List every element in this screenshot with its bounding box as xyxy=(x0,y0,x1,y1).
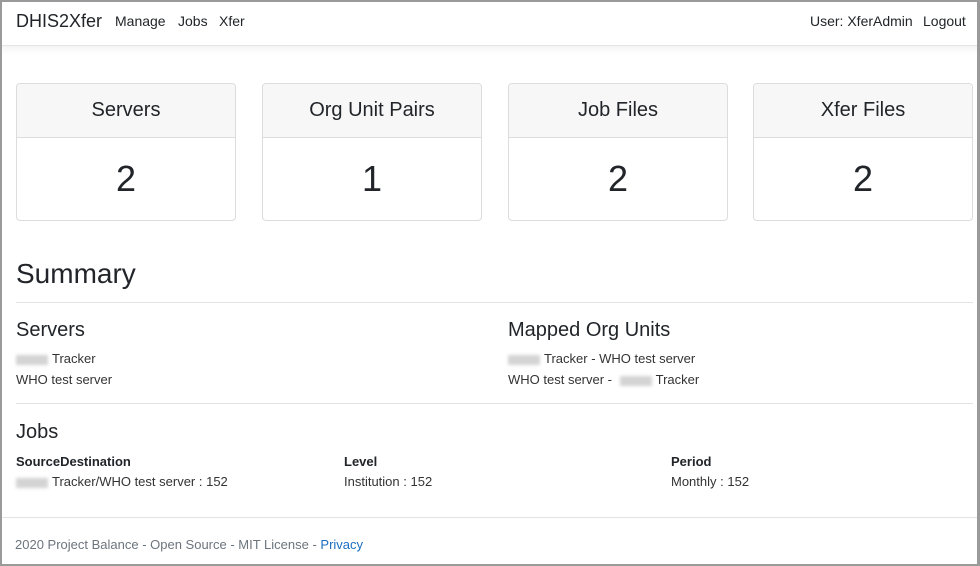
redacted-text xyxy=(508,354,540,365)
nav-jobs[interactable]: Jobs xyxy=(178,13,208,29)
jobs-col-header: SourceDestination xyxy=(16,454,131,469)
jobs-col-value: Monthly : 152 xyxy=(671,474,750,489)
card-xfer-files: Xfer Files 2 xyxy=(753,83,973,221)
navbar: DHIS2Xfer Manage Jobs Xfer User: XferAdm… xyxy=(0,0,980,46)
divider xyxy=(16,302,973,303)
card-title: Servers xyxy=(17,84,235,138)
redacted-text xyxy=(619,375,652,386)
server-item: WHO test server xyxy=(16,372,113,387)
jobs-heading: Jobs xyxy=(16,421,59,443)
servers-heading: Servers xyxy=(16,319,85,341)
user-label[interactable]: User: XferAdmin xyxy=(810,13,913,29)
card-value: 2 xyxy=(852,158,874,199)
logout-link[interactable]: Logout xyxy=(923,13,966,29)
nav-xfer[interactable]: Xfer xyxy=(219,13,245,29)
nav-manage[interactable]: Manage xyxy=(115,13,166,29)
card-title: Job Files xyxy=(509,84,727,138)
mapped-item: WHO test server - Tracker xyxy=(508,372,699,388)
jobs-col-header: Period xyxy=(671,454,712,469)
mapped-text: WHO test server - xyxy=(508,372,616,387)
card-title: Org Unit Pairs xyxy=(263,84,481,138)
footer: 2020 Project Balance - Open Source - MIT… xyxy=(15,537,363,552)
footer-divider xyxy=(2,517,977,518)
jobs-col-value: Tracker/WHO test server : 152 xyxy=(16,474,228,490)
job-text: Tracker/WHO test server : 152 xyxy=(52,474,228,489)
summary-title: Summary xyxy=(16,258,136,289)
mapped-heading: Mapped Org Units xyxy=(508,319,671,341)
card-title: Xfer Files xyxy=(754,84,972,138)
server-item: Tracker xyxy=(16,351,96,367)
mapped-text: Tracker xyxy=(655,372,700,387)
jobs-col-header: Level xyxy=(344,454,378,469)
card-value: 1 xyxy=(361,158,383,199)
jobs-col-value: Institution : 152 xyxy=(344,474,433,489)
redacted-text xyxy=(16,354,48,365)
server-name: Tracker xyxy=(52,351,96,366)
card-value: 2 xyxy=(607,158,629,199)
redacted-text xyxy=(16,477,48,488)
card-org-unit-pairs: Org Unit Pairs 1 xyxy=(262,83,482,221)
mapped-text: Tracker - WHO test server xyxy=(544,351,696,366)
footer-text: 2020 Project Balance - Open Source - MIT… xyxy=(15,537,321,552)
brand-link[interactable]: DHIS2Xfer xyxy=(16,11,103,31)
privacy-link[interactable]: Privacy xyxy=(320,537,364,552)
card-servers: Servers 2 xyxy=(16,83,236,221)
card-value: 2 xyxy=(115,158,137,199)
card-job-files: Job Files 2 xyxy=(508,83,728,221)
divider xyxy=(16,403,973,404)
mapped-item: Tracker - WHO test server xyxy=(508,351,695,367)
